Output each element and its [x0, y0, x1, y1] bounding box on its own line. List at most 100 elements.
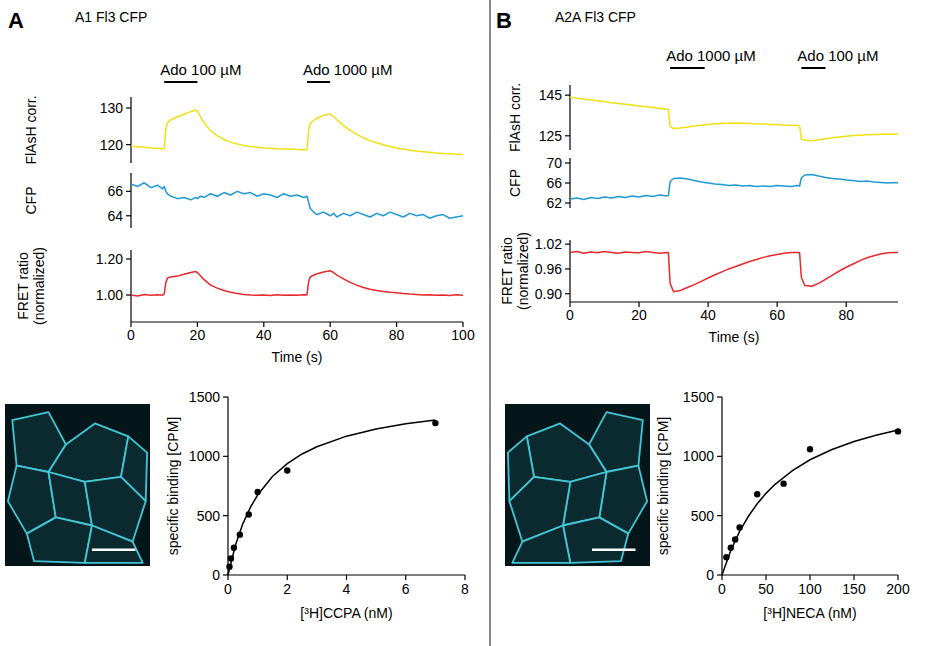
y-axis-title: specific binding [CPM] [655, 417, 671, 556]
chart: 0.900.961.02020406080Time (s)FRET ratio(… [499, 232, 898, 345]
data-point [807, 446, 813, 452]
x-tick-label: 80 [838, 307, 854, 323]
y-tick-label: 145 [539, 87, 563, 103]
y-tick-label: 130 [100, 100, 124, 116]
y-tick-label: 0.90 [535, 286, 562, 302]
trace [131, 110, 463, 154]
y-tick [565, 162, 570, 163]
x-tick [464, 575, 465, 580]
cell-outline [49, 423, 129, 481]
y-axis-title-line: (normalized) [31, 247, 47, 325]
y-axis [130, 250, 131, 322]
data-point [754, 491, 760, 497]
chart: 125145FlAsH corr.Ado 1000 µMAdo 100 µMA2… [496, 8, 898, 152]
x-tick-label: 0 [566, 307, 574, 323]
fit-line [228, 420, 435, 575]
x-tick-label: 0 [127, 327, 135, 343]
x-tick-label: 100 [451, 327, 475, 343]
data-point [284, 467, 290, 473]
x-axis [131, 321, 463, 322]
chart: 6466CFP [23, 173, 463, 228]
figure: 120130FlAsH corr.Ado 100 µMAdo 1000 µMA1… [0, 0, 929, 646]
panel-title: A2A Fl3 CFP [555, 9, 636, 25]
y-tick [126, 215, 131, 216]
y-tick [126, 294, 131, 295]
micrograph-ground [505, 404, 650, 566]
x-tick-label: 60 [322, 327, 338, 343]
y-tick [565, 135, 570, 136]
x-axis-title: Time (s) [709, 329, 760, 345]
stimulus-bar [670, 67, 705, 69]
x-tick-label: 20 [190, 327, 206, 343]
y-tick [223, 456, 228, 457]
x-tick [227, 575, 228, 580]
plot-area [570, 252, 898, 292]
cell-outline [85, 526, 143, 563]
y-tick [126, 144, 131, 145]
y-axis-title-line: (normalized) [515, 232, 531, 310]
y-axis-title: CFP [23, 187, 39, 215]
y-tick-label: 1000 [189, 448, 220, 464]
y-tick [223, 396, 228, 397]
cell-outline [512, 526, 570, 563]
x-tick-label: 6 [402, 581, 410, 597]
x-tick-label: 0 [718, 581, 726, 597]
y-axis-title: FRET ratio(normalized) [499, 232, 531, 310]
y-tick-label: 66 [107, 183, 123, 199]
y-axis-title: FlAsH corr. [23, 95, 39, 164]
y-axis-title: FlAsH corr. [507, 83, 523, 152]
trace [131, 271, 463, 296]
annotation: Ado 1000 µM [666, 47, 756, 64]
y-tick-label: 62 [546, 195, 562, 211]
y-tick-label: 0 [212, 567, 220, 583]
y-axis [569, 240, 570, 302]
data-point [895, 428, 901, 434]
y-tick-label: 0 [706, 567, 714, 583]
y-tick-label: 70 [546, 155, 562, 171]
y-tick-label: 1.20 [96, 251, 123, 267]
chart: 050010001500050100150200[³H]NECA (nM)spe… [655, 389, 910, 621]
y-axis-title-line: FRET ratio [15, 252, 31, 320]
y-tick-label: 500 [691, 508, 715, 524]
y-axis [721, 397, 722, 575]
y-tick [565, 95, 570, 96]
y-axis-title-line: FRET ratio [499, 237, 515, 305]
x-tick [721, 575, 722, 580]
x-axis-title: [³H]CCPA (nM) [300, 605, 392, 621]
fit-line [722, 430, 898, 575]
stimulus-bar [801, 67, 825, 69]
plot-area [131, 110, 463, 154]
micrograph [5, 404, 150, 566]
x-tick-label: 80 [389, 327, 405, 343]
x-tick [346, 575, 347, 580]
y-tick-label: 1500 [189, 389, 220, 405]
x-axis-title: Time (s) [272, 349, 323, 365]
y-tick-label: 0.96 [535, 261, 562, 277]
y-axis-title: specific binding [CPM] [165, 417, 181, 556]
panel-divider [489, 0, 491, 646]
y-tick-label: 1.00 [96, 287, 123, 303]
x-tick-label: 4 [343, 581, 351, 597]
plot-area [570, 175, 898, 200]
y-tick [717, 515, 722, 516]
x-tick-label: 40 [700, 307, 716, 323]
y-tick [126, 258, 131, 259]
cell-outline [27, 517, 92, 562]
chart: 626670CFP [507, 155, 898, 211]
x-tick-label: 60 [769, 307, 785, 323]
y-tick [717, 396, 722, 397]
y-tick [717, 456, 722, 457]
panel-letter: B [496, 8, 512, 33]
annotation: Ado 1000 µM [303, 61, 393, 78]
y-axis [130, 173, 131, 228]
x-tick [765, 575, 766, 580]
trace [570, 175, 898, 200]
y-axis [130, 97, 131, 163]
chart: 120130FlAsH corr.Ado 100 µMAdo 1000 µMA1… [8, 8, 463, 165]
micrograph [505, 404, 650, 566]
y-tick-label: 125 [539, 128, 563, 144]
x-axis-title: [³H]NECA (nM) [763, 605, 856, 621]
x-tick-label: 50 [758, 581, 774, 597]
y-tick [565, 182, 570, 183]
trace [570, 252, 898, 292]
